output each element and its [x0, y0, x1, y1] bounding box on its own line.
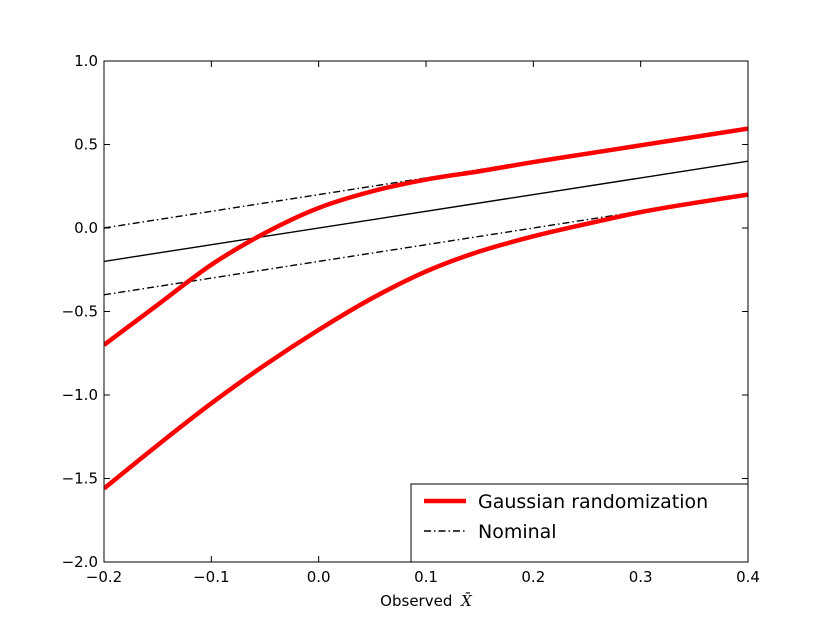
x-tick-label: 0.3: [629, 568, 653, 586]
x-tick-label: 0.2: [521, 568, 545, 586]
x-tick-label: 0.4: [736, 568, 760, 586]
series-layer: [104, 126, 748, 491]
y-tick-label: −1.5: [62, 470, 98, 488]
y-tick-label: 1.0: [74, 52, 98, 70]
x-axis-label: Observed X̄: [380, 592, 473, 610]
y-tick-label: −2.0: [62, 553, 98, 571]
legend-box: [410, 483, 749, 563]
x-tick-label: 0.0: [307, 568, 331, 586]
y-tick-label: 0.0: [74, 219, 98, 237]
legend-label-gaussian-randomization: Gaussian randomization: [478, 491, 708, 513]
y-tick-label: −0.5: [62, 303, 98, 321]
gaussian-randomization-upper-line: [104, 126, 748, 347]
x-tick-label: 0.1: [414, 568, 438, 586]
x-axis-label-symbol: X̄: [460, 592, 473, 610]
gaussian-randomization-lower-line: [104, 192, 748, 491]
x-tick-label: −0.2: [86, 568, 122, 586]
legend-label-nominal: Nominal: [478, 521, 557, 543]
x-tick-label: −0.1: [193, 568, 229, 586]
y-tick-label: −1.0: [62, 386, 98, 404]
reference-center-line: [104, 160, 748, 263]
y-tick-label: 0.5: [74, 136, 98, 154]
ticks-layer: −0.2 −0.1 0.0 0.1 0.2 0.3 0.4 1.0 0.5 0.0 −0.5 −1.0…: [62, 52, 760, 586]
x-axis-label-text: Observed: [380, 592, 452, 610]
legend: Gaussian randomization Nominal: [410, 483, 749, 563]
